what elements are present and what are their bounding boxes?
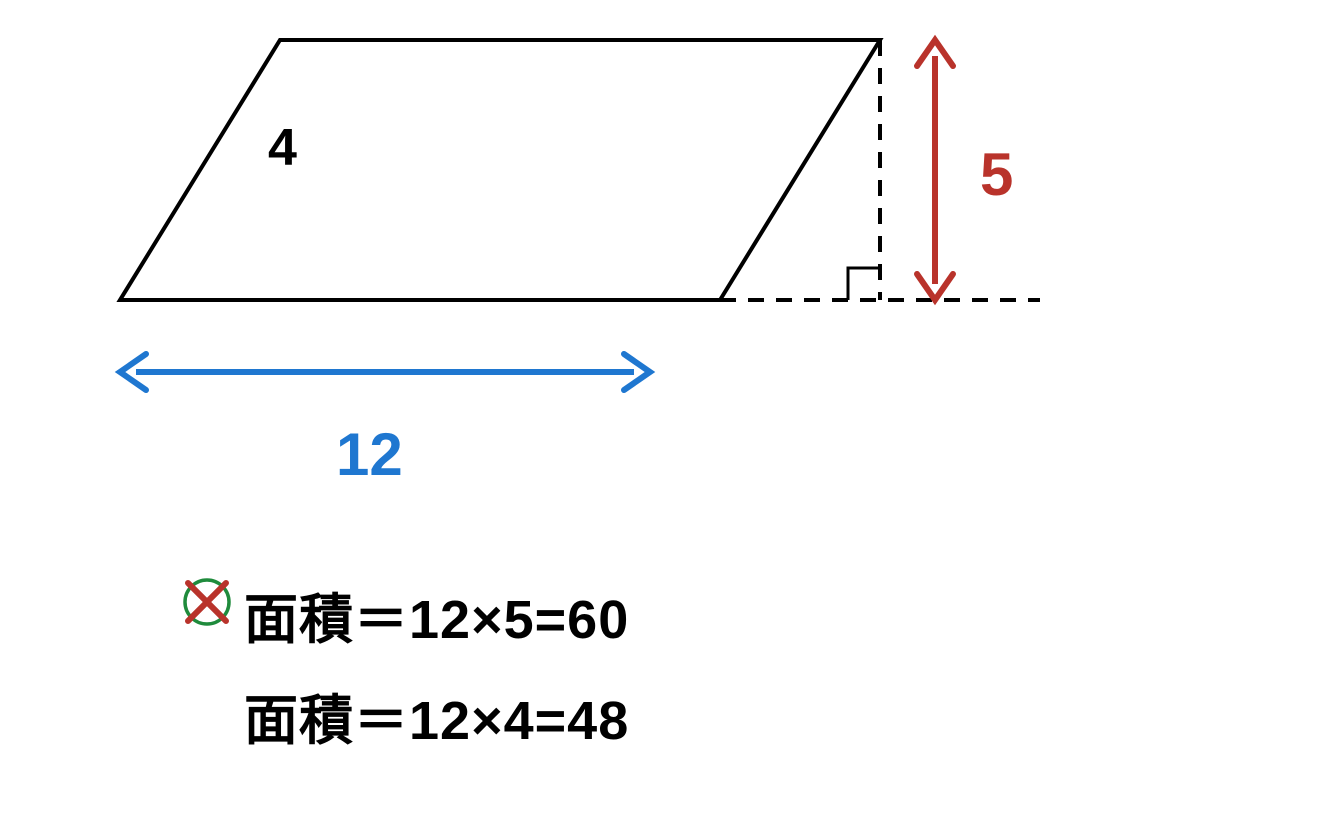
height-length-label: 5 [980,140,1013,209]
answer-correct: 面積＝12×5=60 [180,575,629,654]
answer-block: 面積＝12×5=60 面積＝12×4=48 [180,575,629,777]
answer-wrong: 面積＝12×4=48 [180,676,629,755]
base-length-label: 12 [336,420,403,489]
answer-correct-text: 面積＝12×5=60 [244,575,629,654]
answer-wrong-text: 面積＝12×4=48 [244,676,629,755]
side-length-label: 4 [268,118,297,178]
